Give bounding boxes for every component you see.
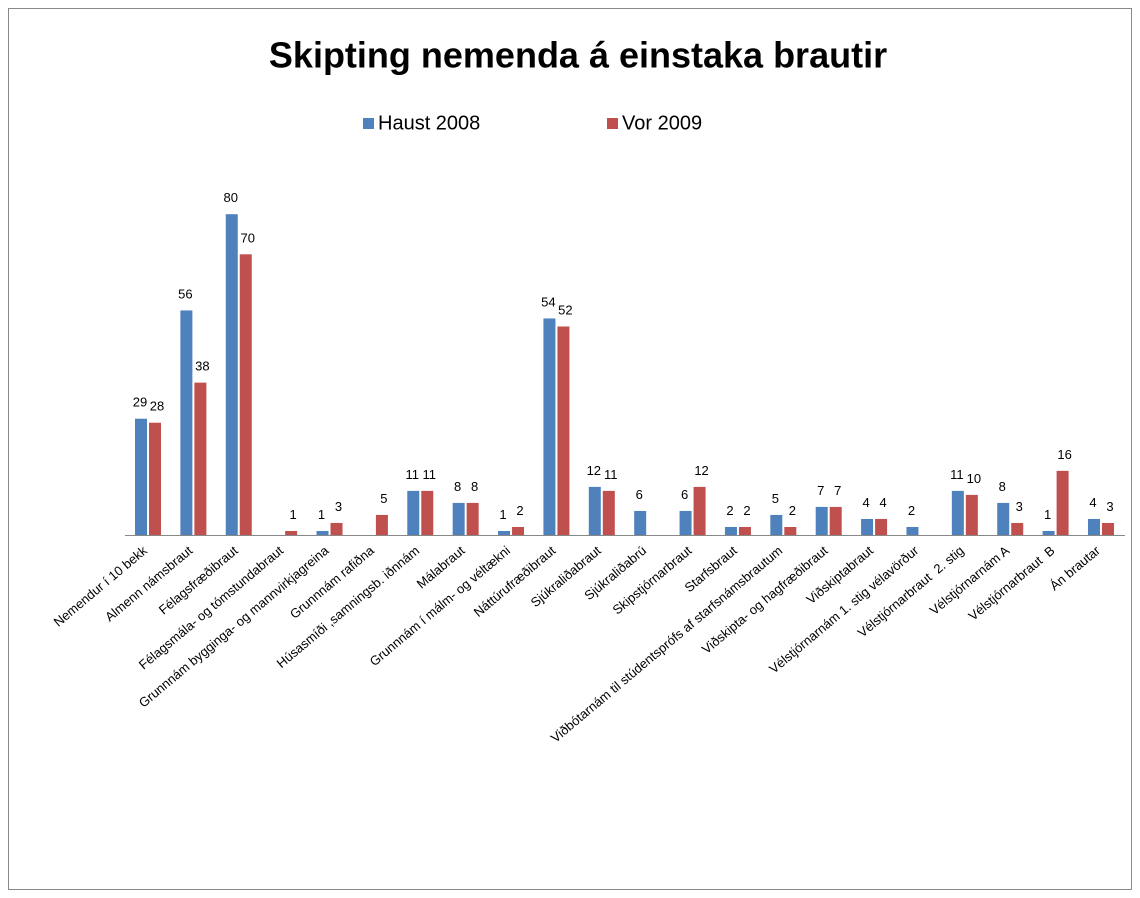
value-label: 16 [1057, 447, 1071, 462]
bar [951, 490, 964, 535]
value-label: 28 [150, 399, 164, 414]
value-label: 4 [879, 495, 886, 510]
value-label: 12 [587, 463, 601, 478]
value-label: 80 [224, 190, 238, 205]
value-label: 3 [335, 499, 342, 514]
bar [557, 326, 570, 535]
bar [738, 526, 751, 535]
bar [861, 518, 874, 535]
value-label: 6 [636, 487, 643, 502]
value-label: 56 [178, 286, 192, 301]
bar [602, 490, 615, 535]
bar [693, 486, 706, 535]
value-label: 3 [1016, 499, 1023, 514]
bar [330, 522, 343, 535]
bar [679, 510, 692, 535]
bar [1011, 522, 1024, 535]
value-label: 1 [1044, 507, 1051, 522]
value-label: 5 [772, 491, 779, 506]
bar [965, 494, 978, 535]
bar [452, 502, 465, 535]
legend-swatch [363, 118, 374, 129]
value-label: 29 [133, 395, 147, 410]
value-label: 5 [380, 491, 387, 506]
value-label: 11 [604, 467, 618, 482]
bar [997, 502, 1010, 535]
value-label: 8 [454, 479, 461, 494]
value-label: 11 [950, 467, 964, 482]
value-label: 7 [817, 483, 824, 498]
value-label: 1 [499, 507, 506, 522]
value-label: 8 [999, 479, 1006, 494]
bar [829, 506, 842, 535]
bar [875, 518, 888, 535]
value-label: 2 [516, 503, 523, 518]
bar [375, 514, 388, 535]
value-label: 2 [743, 503, 750, 518]
value-label: 3 [1106, 499, 1113, 514]
value-label: 54 [541, 294, 555, 309]
bar [1101, 522, 1114, 535]
bar [285, 530, 298, 535]
bar [815, 506, 828, 535]
bar [784, 526, 797, 535]
bar [498, 530, 511, 535]
value-label: 10 [967, 471, 981, 486]
value-label: 1 [318, 507, 325, 522]
bar [135, 418, 147, 535]
bar [588, 486, 601, 535]
legend-label: Vor 2009 [622, 112, 702, 134]
bar [407, 490, 420, 535]
value-label: 1 [290, 507, 297, 522]
legend-label: Haust 2008 [378, 112, 480, 134]
value-label: 12 [694, 463, 708, 478]
bar [225, 214, 238, 535]
chart-frame [8, 8, 1132, 890]
bar [512, 526, 525, 535]
bar [724, 526, 737, 535]
value-label: 8 [471, 479, 478, 494]
value-label: 4 [862, 495, 869, 510]
value-label: 2 [726, 503, 733, 518]
bar [194, 382, 207, 535]
chart-title: Skipting nemenda á einstaka brautir [269, 35, 887, 76]
legend-swatch [607, 118, 618, 129]
bar [466, 502, 479, 535]
value-label: 6 [681, 487, 688, 502]
bar [770, 514, 783, 535]
value-label: 11 [406, 467, 420, 482]
value-label: 52 [558, 302, 572, 317]
bar [180, 310, 193, 535]
bar [239, 254, 252, 536]
bar [316, 530, 329, 535]
bar [543, 318, 556, 535]
bar [1056, 470, 1069, 535]
value-label: 70 [241, 230, 255, 245]
bar [1087, 518, 1100, 535]
value-label: 2 [908, 503, 915, 518]
bar [1042, 530, 1055, 535]
bar [906, 526, 919, 535]
bar [149, 422, 161, 535]
bar [634, 510, 647, 535]
value-label: 4 [1089, 495, 1096, 510]
value-label: 38 [195, 359, 209, 374]
value-label: 11 [423, 467, 437, 482]
value-label: 7 [834, 483, 841, 498]
value-label: 2 [789, 503, 796, 518]
bar [421, 490, 434, 535]
